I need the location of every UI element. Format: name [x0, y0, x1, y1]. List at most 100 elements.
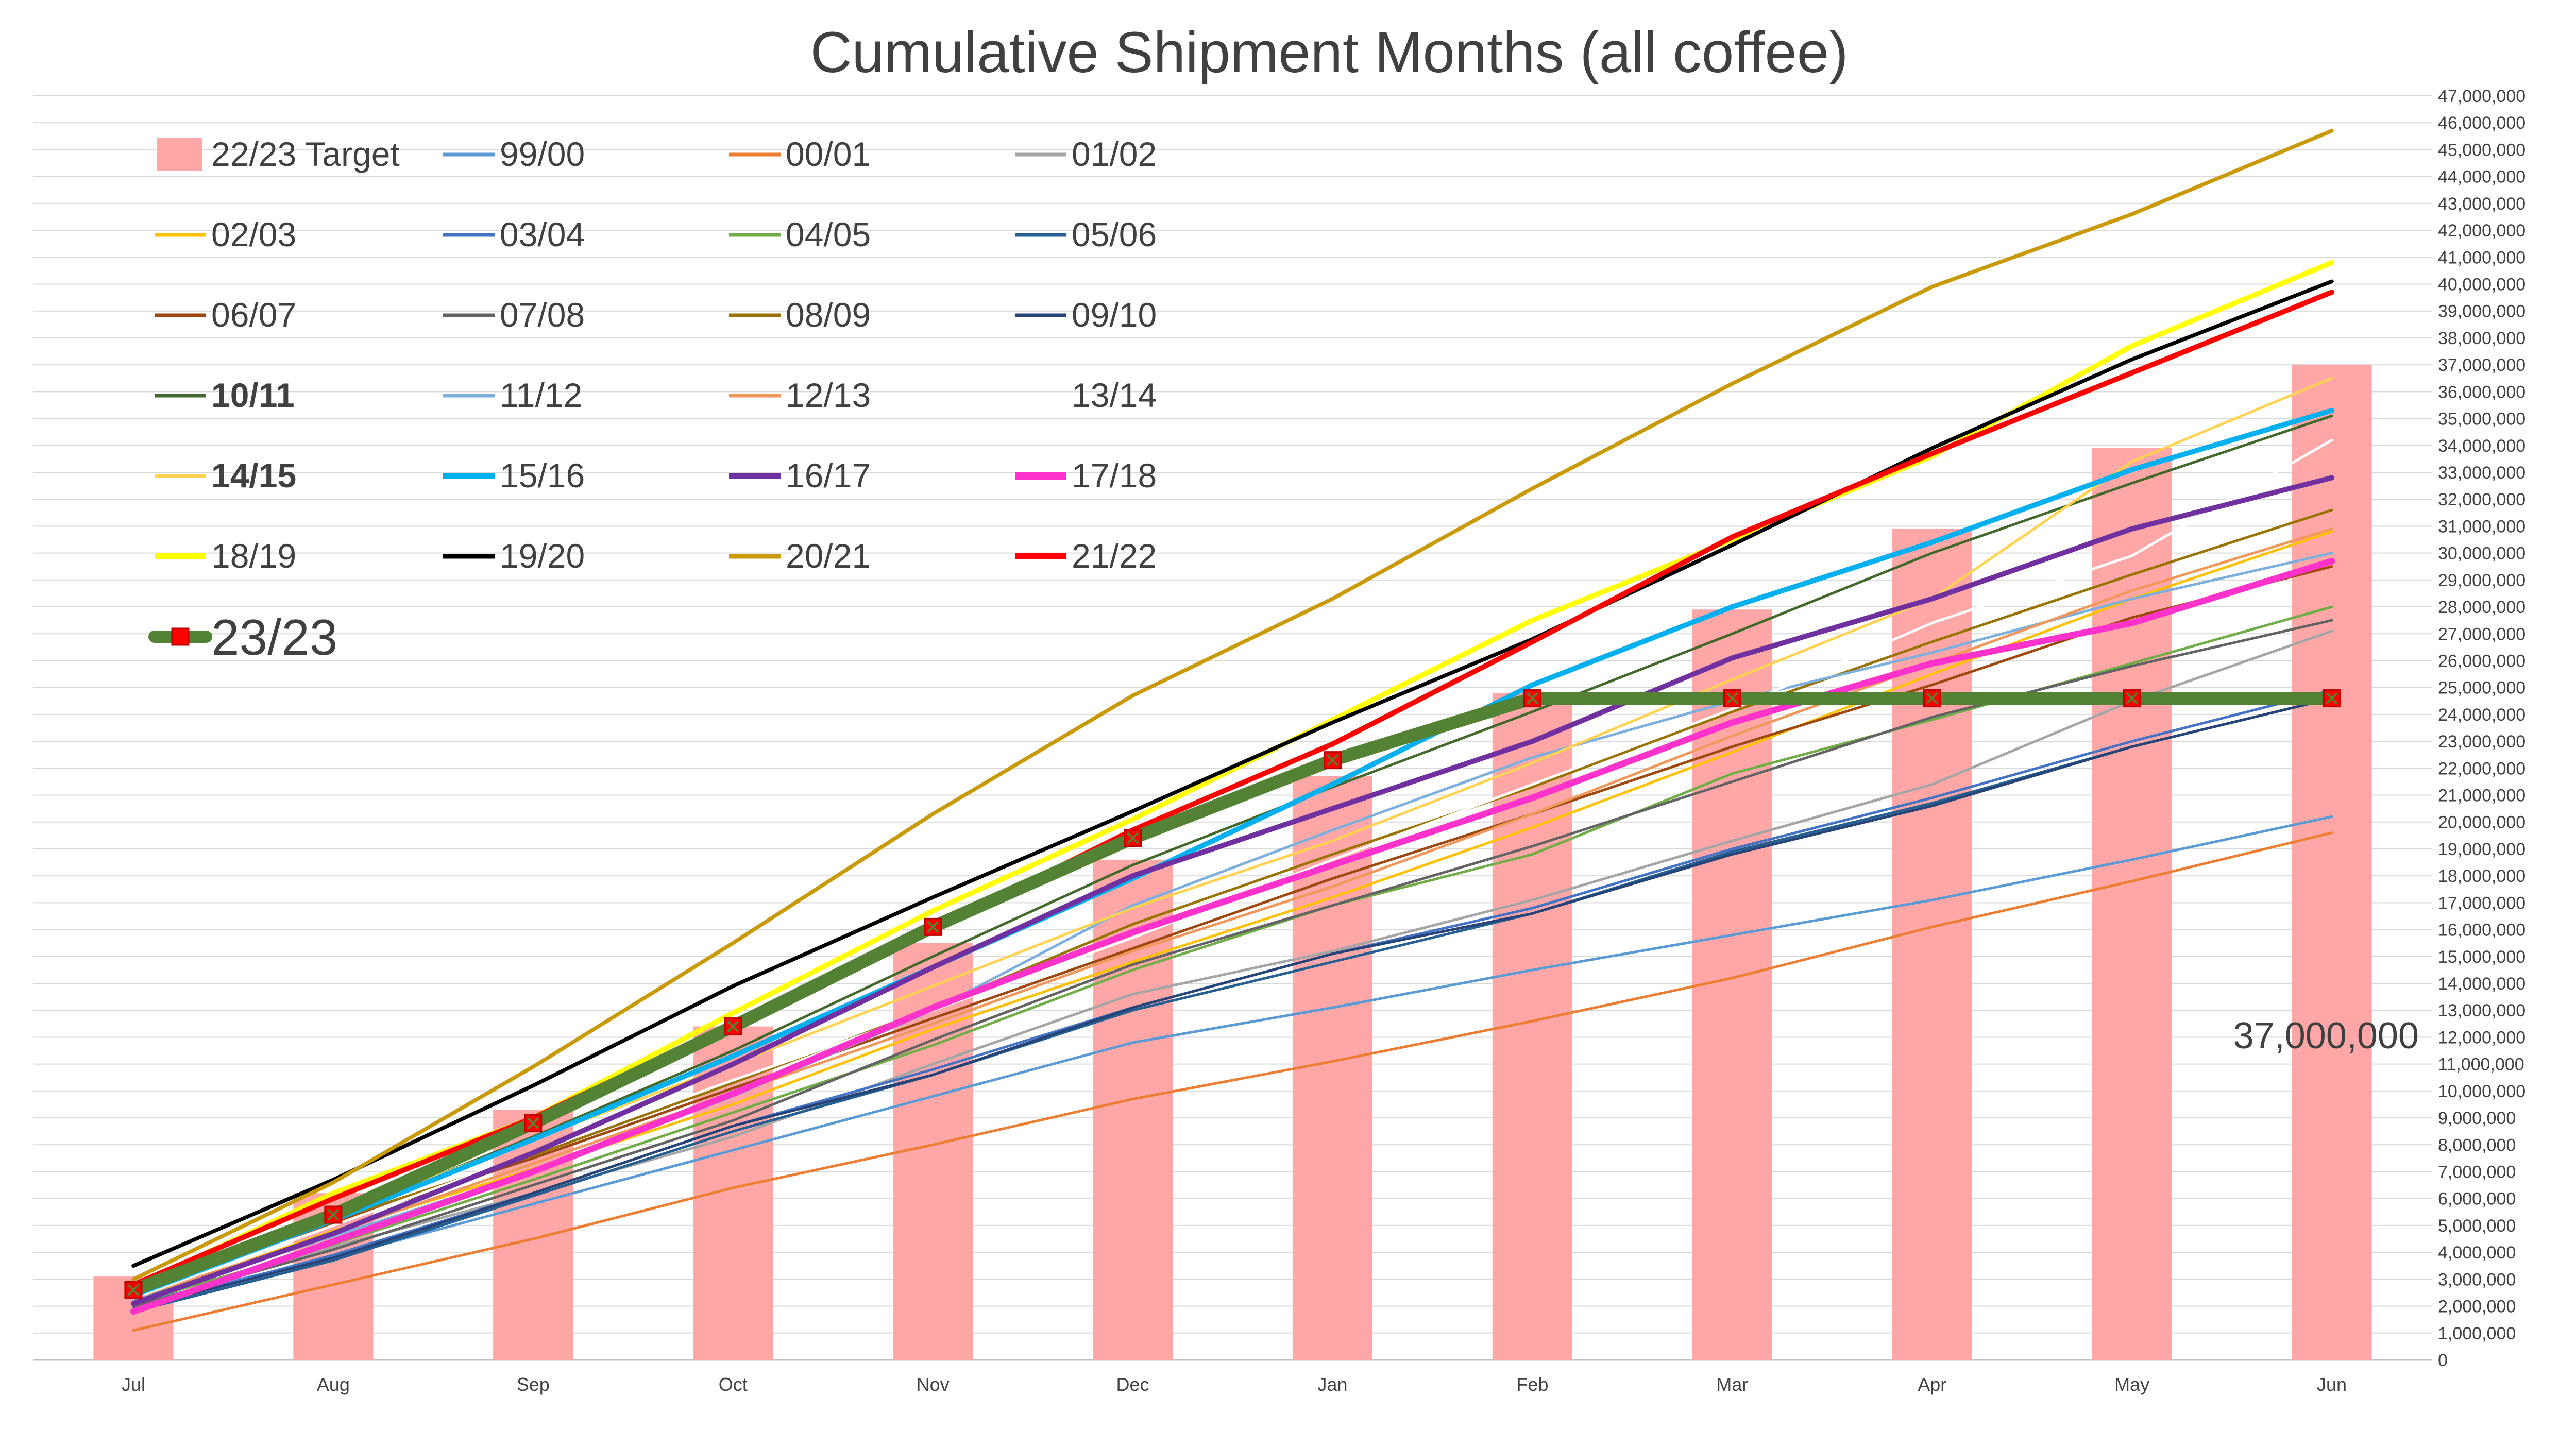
y-tick-label: 38,000,000 — [2438, 329, 2526, 348]
series-line-17-18 — [130, 558, 2335, 1315]
legend-swatch — [157, 138, 202, 171]
legend-label: 05/06 — [1072, 215, 1157, 253]
x-tick-label: Jul — [122, 1374, 145, 1395]
legend-label: 09/10 — [1072, 296, 1157, 334]
series-line-00-01 — [132, 831, 2333, 1332]
legend-item: 04/05 — [729, 215, 871, 253]
legend-item: 00/01 — [729, 135, 871, 173]
x-tick-label: Oct — [719, 1374, 748, 1395]
legend-item: 99/00 — [443, 135, 585, 173]
legend-item: 15/16 — [443, 456, 585, 495]
legend-item: 01/02 — [1015, 135, 1157, 173]
data-label-annotation: 37,000,000 — [2233, 1015, 2419, 1057]
series-marker-cross — [1726, 692, 1738, 704]
y-tick-label: 4,000,000 — [2438, 1243, 2516, 1263]
series-markers — [124, 689, 2341, 1299]
legend-item: 11/12 — [443, 376, 582, 414]
y-tick-label: 27,000,000 — [2438, 624, 2526, 644]
legend-item: 23/23 — [148, 609, 337, 666]
y-tick-label: 11,000,000 — [2438, 1055, 2524, 1075]
series-marker-cross — [2126, 692, 2138, 704]
legend-item: 09/10 — [1015, 296, 1157, 334]
y-tick-label: 41,000,000 — [2438, 248, 2526, 267]
legend-label: 22/23 Target — [211, 135, 400, 173]
x-tick-label: Aug — [317, 1374, 350, 1395]
y-tick-label: 28,000,000 — [2438, 598, 2526, 617]
series-line-16-17 — [130, 475, 2335, 1306]
y-tick-label: 40,000,000 — [2438, 275, 2526, 294]
line-series — [127, 129, 2338, 1332]
legend-label: 20/21 — [786, 537, 871, 575]
series-line-09-10 — [132, 697, 2333, 1310]
bar-target — [1892, 529, 1972, 1360]
legend-item: 02/03 — [155, 215, 296, 253]
legend-item: 07/08 — [443, 296, 585, 334]
x-tick-label: May — [2114, 1374, 2149, 1395]
legend-item: 08/09 — [729, 296, 871, 334]
chart-title: Cumulative Shipment Months (all coffee) — [810, 20, 1849, 84]
legend-label: 17/18 — [1072, 456, 1157, 495]
series-marker-cross — [1327, 754, 1338, 767]
y-tick-label: 9,000,000 — [2438, 1109, 2516, 1128]
legend-label: 08/09 — [786, 296, 871, 334]
legend-label: 13/14 — [1072, 376, 1157, 414]
legend-item: 18/19 — [155, 537, 296, 575]
y-tick-label: 1,000,000 — [2438, 1324, 2516, 1343]
y-tick-label: 2,000,000 — [2438, 1297, 2516, 1317]
legend-item: 21/22 — [1015, 537, 1157, 575]
y-tick-label: 30,000,000 — [2438, 544, 2526, 564]
legend-label: 19/20 — [500, 537, 585, 575]
y-tick-label: 35,000,000 — [2438, 410, 2526, 429]
y-tick-label: 10,000,000 — [2438, 1082, 2526, 1101]
x-tick-label: Jan — [1317, 1374, 1347, 1395]
legend-item: 20/21 — [729, 537, 871, 575]
y-tick-label: 39,000,000 — [2438, 302, 2526, 321]
legend-label: 18/19 — [211, 537, 296, 575]
legend-item: 13/14 — [1015, 376, 1157, 414]
y-tick-label: 33,000,000 — [2438, 463, 2526, 483]
legend-label: 23/23 — [211, 609, 337, 666]
y-tick-label: 22,000,000 — [2438, 759, 2526, 778]
y-tick-label: 26,000,000 — [2438, 651, 2526, 671]
y-tick-label: 34,000,000 — [2438, 436, 2526, 456]
legend-label: 07/08 — [500, 296, 585, 334]
y-tick-label: 46,000,000 — [2438, 113, 2526, 133]
series-line-23-23 — [127, 692, 2338, 1297]
series-marker-cross — [1526, 692, 1538, 704]
y-tick-label: 32,000,000 — [2438, 490, 2526, 509]
y-tick-label: 0 — [2438, 1351, 2448, 1370]
series-line-07-08 — [132, 619, 2333, 1308]
legend-marker — [171, 627, 190, 646]
series-marker — [924, 917, 942, 936]
y-tick-label: 44,000,000 — [2438, 167, 2526, 187]
legend-label: 00/01 — [786, 135, 871, 173]
bar-target — [2292, 365, 2372, 1360]
series-marker — [1723, 689, 1741, 708]
y-tick-label: 29,000,000 — [2438, 571, 2526, 590]
series-marker-cross — [1127, 832, 1139, 844]
y-tick-label: 19,000,000 — [2438, 840, 2526, 859]
series-marker — [1523, 689, 1541, 708]
y-tick-label: 43,000,000 — [2438, 194, 2526, 214]
legend-label: 14/15 — [211, 456, 296, 495]
legend-item: 19/20 — [443, 537, 585, 575]
legend-label: 11/12 — [500, 376, 582, 414]
y-tick-label: 12,000,000 — [2438, 1028, 2526, 1047]
y-tick-label: 42,000,000 — [2438, 221, 2526, 241]
series-marker-cross — [727, 1020, 739, 1032]
y-tick-label: 14,000,000 — [2438, 974, 2526, 994]
legend-label: 10/11 — [211, 376, 295, 414]
legend-label: 15/16 — [500, 456, 585, 495]
series-line-12-13 — [132, 527, 2333, 1300]
y-tick-label: 5,000,000 — [2438, 1216, 2516, 1236]
y-tick-label: 21,000,000 — [2438, 786, 2526, 806]
legend-label: 01/02 — [1072, 135, 1157, 173]
y-tick-label: 37,000,000 — [2438, 355, 2526, 375]
series-line-04-05 — [132, 605, 2333, 1305]
legend-label: 06/07 — [211, 296, 296, 334]
y-axis-ticks: 0 1,000,000 2,000,000 3,000,000 4,000,000 5,0… — [2438, 87, 2526, 1370]
x-tick-label: Dec — [1116, 1374, 1149, 1395]
y-tick-label: 15,000,000 — [2438, 947, 2526, 967]
series-line-15-16 — [130, 407, 2335, 1298]
legend-item: 17/18 — [1015, 456, 1157, 495]
